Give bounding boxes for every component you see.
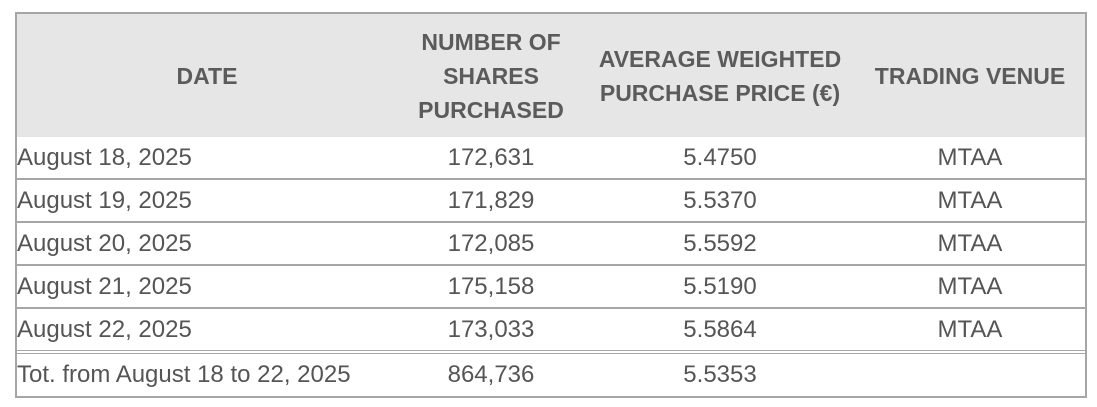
- cell-date: August 20, 2025: [17, 229, 192, 257]
- cell-price: 5.5864: [683, 315, 757, 343]
- total-venue: [855, 354, 1085, 396]
- header-average-price: AVERAGE WEIGHTED PURCHASE PRICE (€): [585, 14, 855, 137]
- header-price-line-2: PURCHASE PRICE (€): [599, 79, 841, 106]
- table-row: August 21, 2025 175,158 5.5190 MTAA: [17, 266, 1085, 309]
- cell-price: 5.5370: [683, 186, 757, 214]
- header-shares-line-1: NUMBER OF: [421, 28, 561, 55]
- cell-price: 5.5190: [683, 272, 757, 300]
- cell-shares: 171,829: [447, 186, 535, 214]
- header-trading-venue: TRADING VENUE: [874, 62, 1066, 89]
- cell-venue: MTAA: [937, 272, 1003, 300]
- total-price: 5.5353: [683, 361, 757, 388]
- table-row: August 22, 2025 173,033 5.5864 MTAA: [17, 309, 1085, 354]
- table-row: August 19, 2025 171,829 5.5370 MTAA: [17, 180, 1085, 223]
- cell-price: 5.5592: [683, 229, 757, 257]
- cell-date: August 22, 2025: [17, 315, 192, 343]
- cell-shares: 173,033: [447, 315, 535, 343]
- header-shares-purchased: NUMBER OF SHARES PURCHASED: [397, 14, 585, 137]
- table-header-row: DATE NUMBER OF SHARES PURCHASED AVERAGE …: [17, 14, 1085, 137]
- cell-shares: 172,631: [447, 143, 535, 171]
- cell-shares: 172,085: [447, 229, 535, 257]
- cell-date: August 21, 2025: [17, 272, 192, 300]
- cell-venue: MTAA: [937, 315, 1003, 343]
- cell-price: 5.4750: [683, 143, 757, 171]
- header-date: DATE: [176, 62, 238, 89]
- cell-venue: MTAA: [937, 143, 1003, 171]
- cell-date: August 19, 2025: [17, 186, 192, 214]
- cell-venue: MTAA: [937, 186, 1003, 214]
- table-row: August 20, 2025 172,085 5.5592 MTAA: [17, 223, 1085, 266]
- header-shares-line-3: PURCHASED: [418, 96, 564, 123]
- header-shares-line-2: SHARES: [443, 62, 539, 89]
- cell-shares: 175,158: [447, 272, 535, 300]
- cell-date: August 18, 2025: [17, 143, 192, 171]
- total-row: Tot. from August 18 to 22, 2025 864,736 …: [17, 354, 1085, 396]
- table-row: August 18, 2025 172,631 5.4750 MTAA: [17, 137, 1085, 180]
- total-shares: 864,736: [447, 361, 535, 388]
- cell-venue: MTAA: [937, 229, 1003, 257]
- header-price-line-1: AVERAGE WEIGHTED: [598, 45, 842, 72]
- total-label: Tot. from August 18 to 22, 2025: [17, 361, 351, 388]
- share-purchase-table: DATE NUMBER OF SHARES PURCHASED AVERAGE …: [15, 12, 1087, 398]
